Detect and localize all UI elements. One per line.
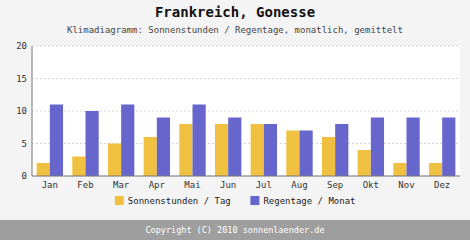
bar (215, 124, 228, 176)
x-tick-label: Nov (398, 180, 414, 190)
footer-bar (0, 220, 470, 240)
y-tick-label: 10 (16, 106, 27, 116)
bar (72, 157, 85, 177)
page: {"chart_data": {"type": "bar", "title": … (0, 0, 470, 240)
grid-line (32, 176, 460, 177)
bar (371, 118, 384, 177)
y-axis: 0 5 10 15 20 (16, 41, 460, 181)
bar (228, 118, 241, 177)
subtitle: Klimadiagramm: Sonnenstunden / Regentage… (67, 25, 403, 35)
bar (37, 163, 50, 176)
x-tick-label: Sep (327, 180, 343, 190)
background (0, 0, 470, 240)
legend-label: Regentage / Monat (263, 196, 355, 206)
bar (393, 163, 406, 176)
x-axis-line (32, 176, 460, 177)
y-tick-label: 5 (22, 139, 27, 149)
bars (37, 105, 456, 177)
bar (179, 124, 192, 176)
legend: Sonnenstunden / Tag Regentage / Monat (115, 196, 356, 206)
x-tick-label: Aug (291, 180, 307, 190)
plot-area (32, 46, 460, 176)
bar (144, 137, 157, 176)
bar (407, 118, 420, 177)
bar (264, 124, 277, 176)
x-tick-label: Apr (149, 180, 166, 190)
x-tick-label: Mai (184, 180, 200, 190)
x-tick-label: Jan (42, 180, 58, 190)
bar (442, 118, 455, 177)
bar (157, 118, 170, 177)
y-axis-line (32, 46, 33, 176)
y-tick-label: 0 (22, 171, 27, 181)
footer: Copyright (C) 2010 sonnenlaender.de (145, 225, 324, 235)
chart-container: Frankreich, Gonesse Klimadiagramm: Sonnen… (0, 0, 470, 240)
grid-line (32, 46, 460, 47)
legend-swatch (115, 196, 124, 205)
bar (335, 124, 348, 176)
x-tick-label: Jul (256, 180, 272, 190)
bar (251, 124, 264, 176)
y-tick-label: 15 (16, 74, 27, 84)
bar (358, 150, 371, 176)
chart-svg: Frankreich, Gonesse Klimadiagramm: Sonnen… (0, 0, 470, 240)
x-tick-label: Dez (434, 180, 450, 190)
bar (108, 144, 121, 177)
bar (86, 111, 99, 176)
bar (429, 163, 442, 176)
grid-line (32, 78, 460, 79)
legend-swatch (250, 196, 259, 205)
x-tick-label: Mar (113, 180, 130, 190)
bar (322, 137, 335, 176)
legend-label: Sonnenstunden / Tag (128, 196, 231, 206)
y-tick-label: 20 (16, 41, 27, 51)
x-axis: Jan Feb Mar Apr Mai Jun Jul Aug Sep Okt Nov Dez (42, 180, 451, 190)
bar (193, 105, 206, 177)
bar (50, 105, 63, 177)
x-tick-label: Feb (77, 180, 93, 190)
title: Frankreich, Gonesse (155, 4, 315, 20)
x-tick-label: Jun (220, 180, 236, 190)
bar (286, 131, 299, 177)
x-tick-label: Okt (363, 180, 379, 190)
bar (300, 131, 313, 177)
bar (121, 105, 134, 177)
